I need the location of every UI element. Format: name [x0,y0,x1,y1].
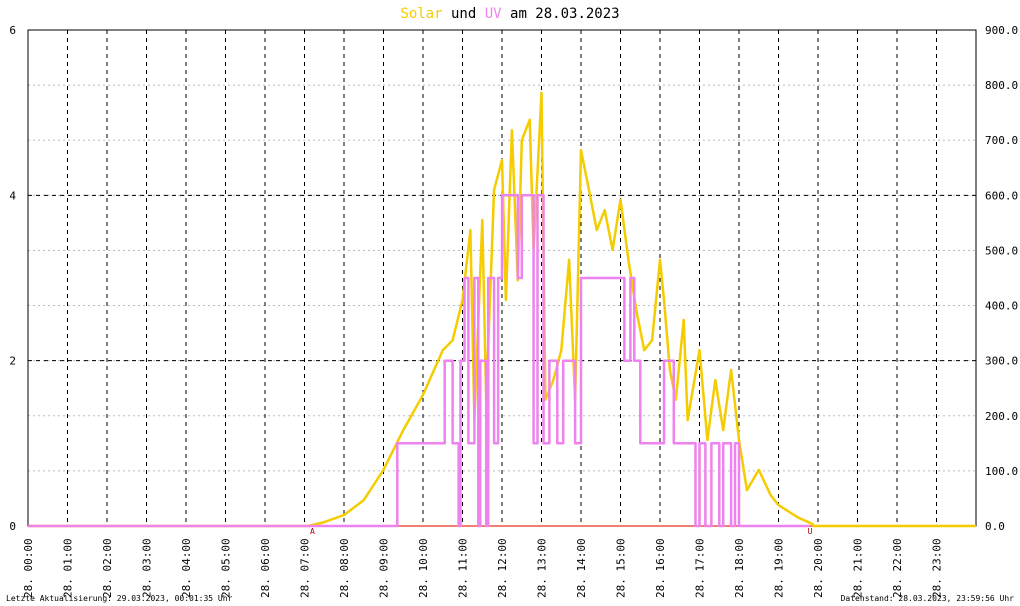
x-tick-label: 28. 14:00 [575,538,588,598]
x-tick-label: 28. 19:00 [773,538,786,598]
x-tick-label: 28. 20:00 [812,538,825,598]
x-tick-label: 28. 17:00 [694,538,707,598]
x-tick-label: 28. 04:00 [180,538,193,598]
y-tick-label: 6 [9,24,16,37]
y2-tick-label: 100.0 [985,465,1018,478]
y2-tick-label: 400.0 [985,300,1018,313]
x-tick-label: 28. 18:00 [733,538,746,598]
plot-area: 0.0 100.0 200.0 300.0 400.0 500.0 600.0 700.0 80… [9,24,1018,598]
x-tick-label: 28. 03:00 [141,538,154,598]
y2-tick-label: 300.0 [985,355,1018,368]
y2-tick-label: 800.0 [985,79,1018,92]
x-tick-label: 28. 13:00 [536,538,549,598]
y2-tick-label: 900.0 [985,24,1018,37]
y2-tick-label: 0.0 [985,520,1005,533]
x-tick-label: 28. 09:00 [378,538,391,598]
annotation: U [808,527,813,536]
x-tick-label: 28. 08:00 [338,538,351,598]
annotation: A [310,527,315,536]
title-solar: Solar [400,6,442,22]
y-tick-label: 0 [9,520,16,533]
x-tick-label: 28. 11:00 [457,538,470,598]
title-text: und [451,6,476,22]
x-tick-label: 28. 15:00 [615,538,628,598]
title-text: am 28.03.2023 [510,6,620,22]
chart-title: Solar und UV am 28.03.2023 [400,6,619,22]
footer-right: Datenstand: 28.03.2023, 23:59:56 Uhr [841,594,1015,603]
x-tick-label: 28. 06:00 [259,538,272,598]
series-line [28,194,811,528]
y-tick-label: 2 [9,355,16,368]
x-tick-label: 28. 21:00 [852,538,865,598]
x-tick-label: 28. 05:00 [220,538,233,598]
x-tick-label: 28. 07:00 [299,538,312,598]
x-tick-label: 28. 02:00 [101,538,114,598]
title-uv: UV [485,6,502,22]
series-line [28,91,976,528]
y2-tick-label: 700.0 [985,134,1018,147]
y-tick-label: 4 [9,189,16,202]
x-tick-label: 28. 16:00 [654,538,667,598]
x-tick-label: 28. 00:00 [22,538,35,598]
x-tick-label: 28. 23:00 [931,538,944,598]
x-tick-label: 28. 12:00 [496,538,509,598]
x-tick-label: 28. 01:00 [62,538,75,598]
y2-tick-label: 500.0 [985,244,1018,257]
y2-tick-label: 600.0 [985,189,1018,202]
x-tick-label: 28. 10:00 [417,538,430,598]
footer-left: Letzte Aktualisierung: 29.03.2023, 00:01… [6,594,233,603]
y2-tick-label: 200.0 [985,410,1018,423]
x-tick-label: 28. 22:00 [891,538,904,598]
